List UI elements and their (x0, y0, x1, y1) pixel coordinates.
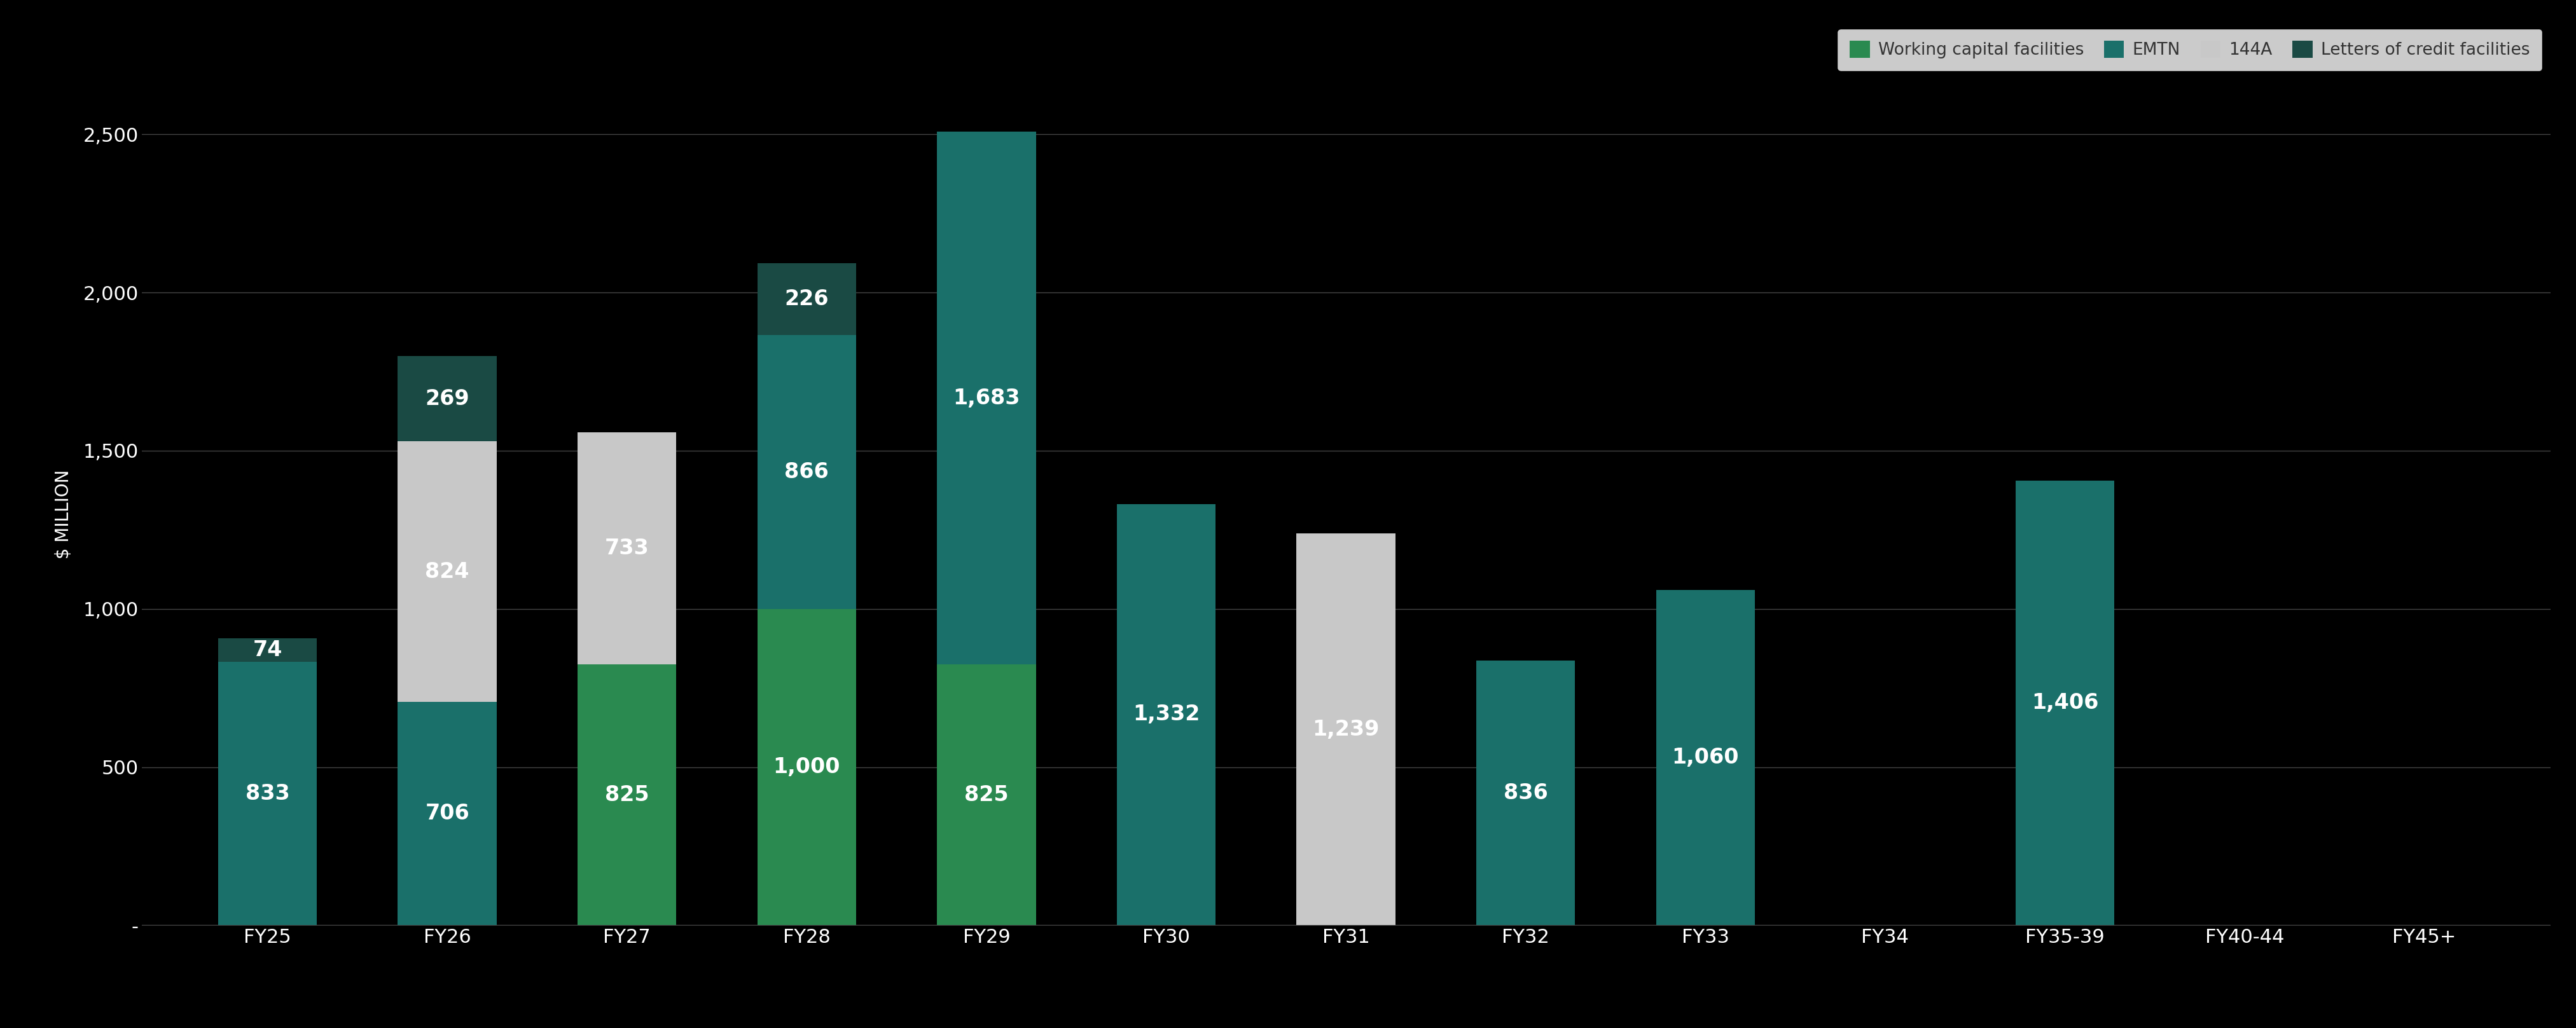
Text: 1,683: 1,683 (953, 388, 1020, 408)
Y-axis label: $ MILLION: $ MILLION (54, 470, 72, 558)
Bar (757, 609, 855, 925)
Text: 833: 833 (245, 783, 289, 804)
Text: 1,239: 1,239 (1311, 719, 1381, 740)
Bar (577, 664, 677, 925)
Bar (397, 356, 497, 441)
Text: 1,332: 1,332 (1133, 704, 1200, 725)
Text: 866: 866 (786, 462, 829, 482)
Text: 226: 226 (786, 289, 829, 309)
Bar (938, 132, 1036, 664)
Text: 1,000: 1,000 (773, 757, 840, 777)
Bar (1296, 534, 1396, 925)
Bar (397, 441, 497, 702)
Bar (1476, 661, 1574, 925)
Text: 733: 733 (605, 538, 649, 559)
Text: 706: 706 (425, 803, 469, 824)
Text: 1,060: 1,060 (1672, 747, 1739, 768)
Bar (577, 433, 677, 664)
Text: 74: 74 (252, 639, 283, 661)
Bar (397, 702, 497, 925)
Bar (938, 664, 1036, 925)
Bar (757, 335, 855, 609)
Bar (219, 638, 317, 662)
Text: 825: 825 (963, 784, 1010, 805)
Bar (2014, 480, 2115, 925)
Text: 269: 269 (425, 389, 469, 409)
Bar (1656, 590, 1754, 925)
Text: 824: 824 (425, 561, 469, 582)
Bar (1118, 504, 1216, 925)
Text: 836: 836 (1504, 782, 1548, 804)
Text: 1,406: 1,406 (2032, 692, 2099, 713)
Bar (757, 263, 855, 335)
Legend: Working capital facilities, EMTN, 144A, Letters of credit facilities: Working capital facilities, EMTN, 144A, … (1837, 29, 2543, 71)
Text: 825: 825 (605, 784, 649, 805)
Bar (219, 662, 317, 925)
